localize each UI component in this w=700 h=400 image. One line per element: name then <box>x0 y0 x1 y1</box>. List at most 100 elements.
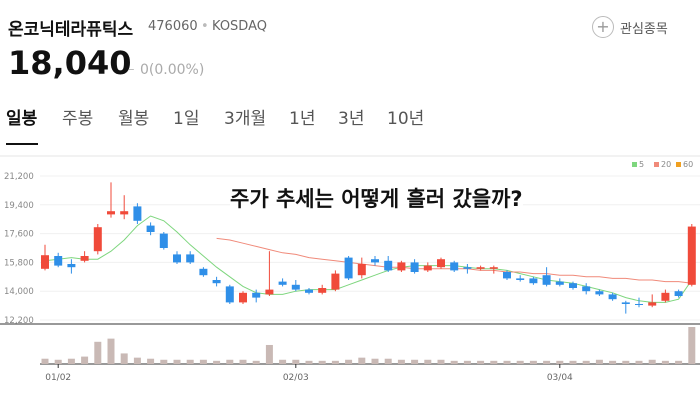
tab[interactable]: 1일 <box>173 109 200 129</box>
legend-swatch <box>654 162 659 167</box>
tab[interactable]: 월봉 <box>118 109 150 129</box>
volume-bar <box>305 360 313 364</box>
candle-body <box>674 291 683 296</box>
volume-bar <box>675 360 683 364</box>
volume-bar <box>186 359 194 364</box>
volume-bar <box>397 359 405 364</box>
candle-body <box>423 265 432 271</box>
ma-line <box>44 215 693 303</box>
candle-body <box>186 254 195 263</box>
dash: – <box>128 62 135 77</box>
volume-bar <box>503 360 511 364</box>
volume-bar <box>54 359 62 364</box>
candle-body <box>357 264 366 276</box>
candle-body <box>397 262 406 271</box>
y-tick-label: 17,600 <box>4 230 34 240</box>
candle-body <box>212 280 221 284</box>
volume-bar <box>384 358 392 364</box>
tab[interactable]: 3개월 <box>224 109 267 129</box>
candle-body <box>93 227 102 252</box>
volume-bar <box>582 360 590 364</box>
candle-body <box>648 302 657 306</box>
tab[interactable]: 1년 <box>289 109 316 129</box>
volume-bar <box>411 359 419 364</box>
y-tick-label: 19,400 <box>4 201 34 211</box>
y-tick-label: 14,000 <box>4 287 34 297</box>
volume-bar <box>120 353 128 364</box>
candle-body <box>384 260 393 271</box>
candle-body <box>265 289 274 295</box>
volume-bar <box>41 358 49 364</box>
candle-body <box>41 255 49 269</box>
candle-body <box>252 292 261 298</box>
market: KOSDAQ <box>212 19 267 34</box>
candle-body <box>463 267 472 269</box>
candle-body <box>595 291 604 295</box>
volume-bar <box>345 359 353 364</box>
x-tick-label: 03/04 <box>547 373 573 383</box>
candle-body <box>291 284 300 290</box>
tab[interactable]: 3년 <box>338 109 365 129</box>
volume-bar <box>490 360 498 364</box>
stock-name: 온코닉테라퓨틱스 <box>8 20 134 40</box>
volume-bar <box>543 360 551 364</box>
volume-bar <box>516 360 524 364</box>
volume-bar <box>226 359 234 364</box>
watch-button[interactable]: 관심종목 <box>620 22 668 37</box>
candle-body <box>635 304 643 305</box>
legend-label: 60 <box>683 160 693 169</box>
volume-bar <box>67 358 75 364</box>
candle-body <box>476 267 485 269</box>
x-tick-label: 01/02 <box>45 373 71 383</box>
volume-bar <box>199 359 207 364</box>
volume-bar <box>622 360 630 364</box>
candle-body <box>516 278 525 280</box>
volume-bar <box>331 360 339 364</box>
volume-bar <box>292 359 300 364</box>
candle-body <box>582 286 591 292</box>
candle-body <box>529 278 538 284</box>
volume-bar <box>94 341 102 364</box>
price: 18,040 <box>8 44 132 82</box>
candle-body <box>503 272 511 279</box>
candle-body <box>371 259 379 263</box>
candle-body <box>225 286 234 303</box>
add-icon[interactable]: + <box>592 16 614 38</box>
tab[interactable]: 10년 <box>387 109 425 129</box>
candle-body <box>146 225 155 232</box>
tab[interactable]: 주봉 <box>62 109 94 129</box>
legend-swatch <box>632 162 637 167</box>
candle-body <box>107 211 115 215</box>
volume-bar <box>107 338 115 364</box>
candle-body <box>661 292 670 301</box>
volume-bar <box>477 360 485 364</box>
volume-bar <box>265 344 273 364</box>
candle-body <box>133 206 142 221</box>
candle-body <box>199 268 208 276</box>
volume-bar <box>661 360 669 364</box>
volume-bar <box>595 359 603 364</box>
volume-bar <box>133 357 141 364</box>
volume-bar <box>609 360 617 364</box>
volume-bar <box>688 327 696 364</box>
volume-bar <box>437 359 445 364</box>
overlay-text: 주가 추세는 어떻게 흘러 갔을까? <box>230 183 523 213</box>
candle-body <box>120 211 129 215</box>
tab-underline <box>6 143 38 145</box>
legend-label: 5 <box>639 160 644 169</box>
y-tick-label: 12,200 <box>4 316 34 326</box>
tab[interactable]: 일봉 <box>6 109 38 129</box>
volume-bar <box>450 360 458 364</box>
candle-body <box>159 233 168 248</box>
candle-body <box>331 273 340 290</box>
candle-body <box>173 254 181 263</box>
candle-body <box>305 289 313 293</box>
candle-body <box>621 302 630 304</box>
dot: • <box>201 19 209 34</box>
volume-bar <box>569 360 577 364</box>
candle-body <box>318 288 327 293</box>
volume-bar <box>318 360 326 364</box>
y-tick-label: 15,800 <box>4 258 34 268</box>
volume-bar <box>371 358 379 364</box>
candle-body <box>410 262 419 272</box>
